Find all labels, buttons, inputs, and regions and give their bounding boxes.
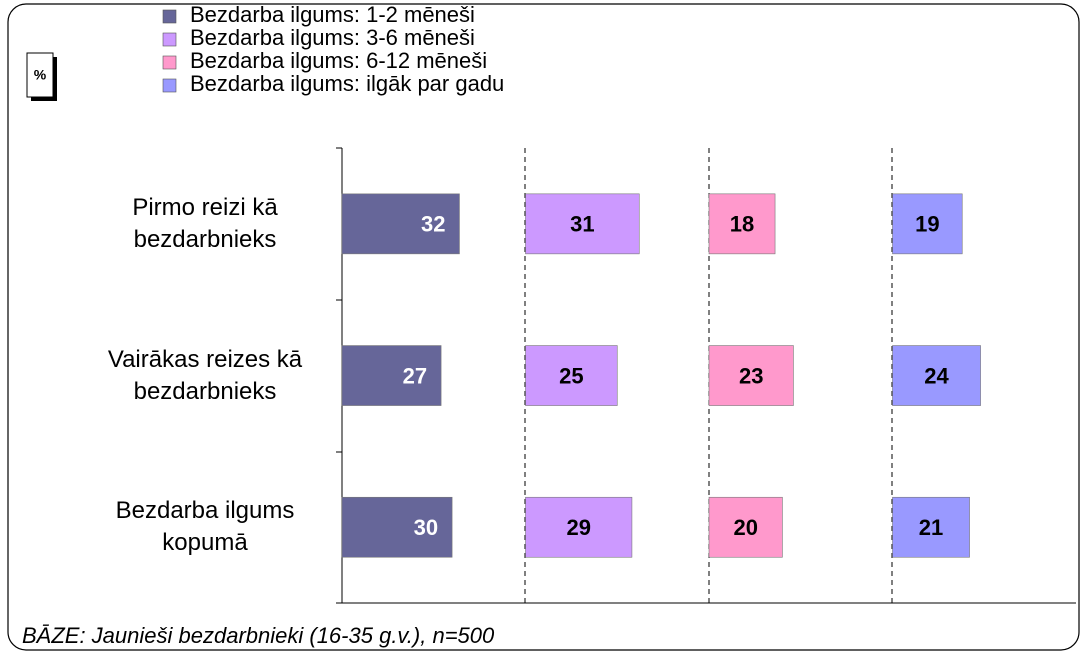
bar: [892, 496, 970, 558]
bar: [892, 345, 981, 406]
legend-swatch: [162, 9, 177, 24]
legend-swatch: [162, 78, 177, 93]
value-label: 19: [915, 212, 939, 237]
bar: [892, 193, 963, 255]
note: BĀZE: Jaunieši bezdarbnieki (16-35 g.v.)…: [22, 623, 495, 648]
legend-label: Bezdarba ilgums: 6-12 mēneši: [190, 48, 487, 73]
value-label: 32: [421, 212, 445, 237]
legend-swatch: [162, 32, 177, 47]
value-label: 21: [919, 515, 943, 540]
unit-label: %: [34, 67, 47, 83]
bar: [525, 496, 633, 558]
legend-label: Bezdarba ilgums: 3-6 mēneši: [190, 25, 475, 50]
value-label: 18: [730, 212, 754, 237]
value-label: 31: [570, 212, 594, 237]
bar: [708, 496, 783, 558]
value-label: 30: [414, 515, 438, 540]
value-label: 24: [924, 363, 949, 388]
unit-box: [26, 52, 54, 98]
legend-label: Bezdarba ilgums: 1-2 mēneši: [190, 2, 475, 27]
legend-swatch: [162, 55, 177, 70]
bar: [708, 345, 794, 406]
legend-label: Bezdarba ilgums: ilgāk par gadu: [190, 71, 504, 96]
value-label: 20: [733, 515, 757, 540]
category-label: Vairākas reizes kā bezdarbnieks: [107, 345, 303, 405]
value-label: 23: [739, 363, 763, 388]
category-label: Pirmo reizi kā bezdarbnieks: [132, 193, 278, 253]
value-label: 29: [566, 515, 590, 540]
bar: [341, 193, 460, 255]
bar: [341, 496, 453, 558]
bar: [525, 345, 618, 406]
bar: [525, 193, 640, 255]
value-label: 27: [403, 363, 427, 388]
category-label: Bezdarba ilgums kopumā: [115, 497, 295, 557]
value-label: 25: [559, 363, 583, 388]
frame: [7, 3, 1080, 651]
bar: [341, 345, 442, 406]
bar: [708, 193, 776, 255]
